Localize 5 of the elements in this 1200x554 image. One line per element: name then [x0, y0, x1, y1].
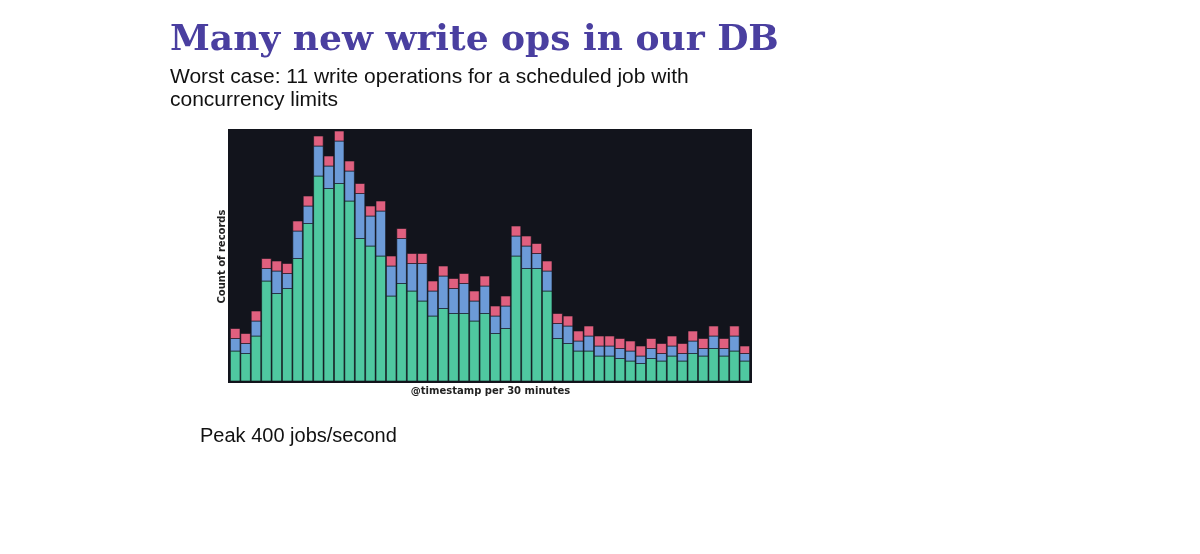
x-axis-title: @timestamp per 30 minutes [410, 384, 571, 396]
chart-title: Many new write ops in our DB [170, 15, 779, 58]
chart-subtitle: Worst case: 11 write operations for a scheduled job with concurrency limits [170, 63, 689, 110]
text: Peak 400 jobs/second [200, 424, 397, 446]
y-axis-title: Count of records [215, 209, 227, 304]
